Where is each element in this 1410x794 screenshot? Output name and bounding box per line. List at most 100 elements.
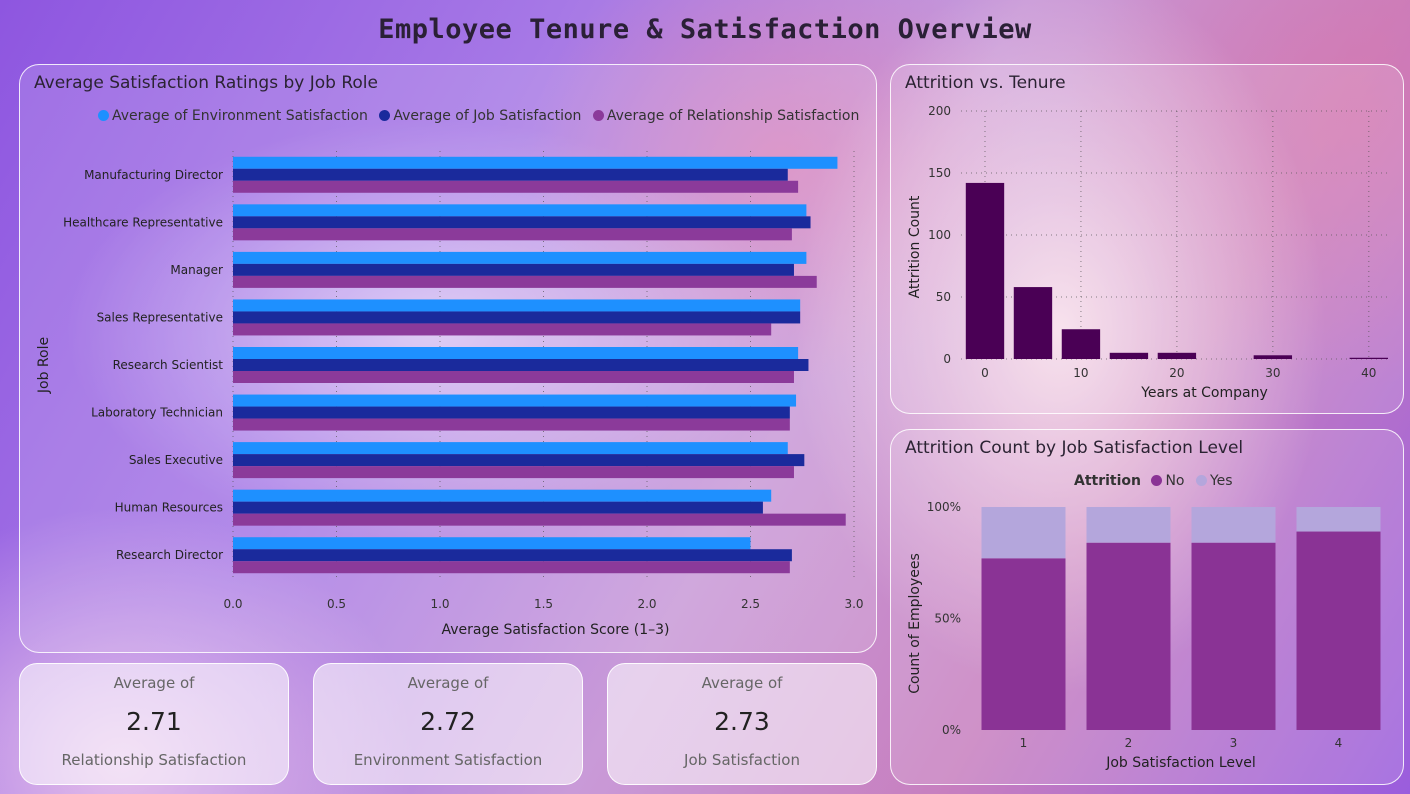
kpi-card-relationship[interactable]: Average of 2.71 Relationship Satisfactio… <box>19 663 289 785</box>
legend-item-relationship[interactable]: Average of Relationship Satisfaction <box>592 108 859 124</box>
bar-environment <box>233 204 807 217</box>
tenure-bar <box>965 182 1005 359</box>
legend-label: No <box>1165 473 1185 489</box>
attrition-by-level-panel[interactable]: Attrition Count by Job Satisfaction Leve… <box>890 429 1404 785</box>
stacked-bar-yes <box>981 507 1066 559</box>
y-tick-label: 200 <box>928 104 951 118</box>
kpi-label: Relationship Satisfaction <box>61 751 247 769</box>
stacked-bar-no <box>1191 542 1276 730</box>
job-role-label: Healthcare Representative <box>63 215 223 229</box>
stacked-bar-yes <box>1191 507 1276 543</box>
tenure-bar <box>1157 352 1197 359</box>
bar-job <box>233 501 763 514</box>
y-tick-label: 0% <box>942 723 961 737</box>
y-tick-label: 50% <box>934 612 961 626</box>
bar-environment <box>233 299 801 312</box>
x-tick-label: 3.0 <box>844 597 863 611</box>
bar-job <box>233 454 805 467</box>
kpi-caption: Average of <box>113 674 195 692</box>
legend-dot-icon <box>98 110 109 121</box>
bar-environment <box>233 442 788 455</box>
bar-job <box>233 311 801 324</box>
x-tick-label: 0.5 <box>327 597 346 611</box>
bar-relationship <box>233 561 790 574</box>
kpi-value: 2.73 <box>714 707 770 736</box>
legend-label: Average of Job Satisfaction <box>393 108 582 124</box>
job-role-label: Research Director <box>116 548 223 562</box>
legend-item-job[interactable]: Average of Job Satisfaction <box>379 108 581 124</box>
tenure-bar <box>1253 355 1293 359</box>
y-tick-label: 0 <box>943 352 951 366</box>
legend-item-environment[interactable]: Average of Environment Satisfaction <box>98 108 368 124</box>
y-tick-label: 100 <box>928 228 951 242</box>
attrition-level-stacked-chart[interactable]: 0% 50% 100% 1 2 3 4 Job Satisfaction Level Count… <box>891 430 1403 784</box>
legend-dot-icon <box>379 110 391 121</box>
bar-job <box>233 168 788 181</box>
x-tick-label: 4 <box>1335 736 1343 750</box>
bar-job <box>233 549 792 562</box>
legend-item-no[interactable]: No <box>1151 473 1185 489</box>
legend-item-yes[interactable]: Yes <box>1195 473 1233 489</box>
x-tick-label: 20 <box>1169 366 1184 380</box>
attrition-vs-tenure-panel[interactable]: Attrition vs. Tenure 0 50 100 150 200 0 10 20 30… <box>890 64 1404 414</box>
y-tick-label: 150 <box>928 166 951 180</box>
stacked-bar-no <box>1296 531 1381 730</box>
kpi-label: Environment Satisfaction <box>353 751 543 769</box>
kpi-caption: Average of <box>701 674 783 692</box>
x-tick-label: 1.5 <box>534 597 553 611</box>
x-axis-title: Years at Company <box>1140 385 1268 401</box>
bar-relationship <box>233 371 794 383</box>
x-tick-label: 0 <box>981 366 989 380</box>
stacked-bar-no <box>1086 542 1171 730</box>
y-axis-title: Job Role <box>36 337 52 394</box>
page-title: Employee Tenure & Satisfaction Overview <box>378 14 1032 45</box>
job-role-label: Sales Representative <box>97 310 223 324</box>
job-role-label: Sales Executive <box>129 453 223 467</box>
satisfaction-legend[interactable]: Average of Environment Satisfaction Aver… <box>98 108 866 124</box>
bar-environment <box>233 537 751 550</box>
legend-label: Average of Environment Satisfaction <box>112 108 368 124</box>
bar-job <box>233 406 790 419</box>
bar-relationship <box>233 513 846 526</box>
x-tick-label: 2 <box>1125 736 1133 750</box>
x-tick-label: 0.0 <box>223 597 242 611</box>
y-axis-title: Count of Employees <box>907 553 923 694</box>
kpi-card-job[interactable]: Average of 2.73 Job Satisfaction <box>607 663 877 785</box>
attrition-legend[interactable]: Attrition No Yes <box>1074 473 1240 489</box>
bar-relationship <box>233 466 794 479</box>
tenure-chart-title: Attrition vs. Tenure <box>905 73 1066 93</box>
bar-job <box>233 216 811 229</box>
attrition-legend-title: Attrition <box>1074 473 1141 489</box>
stacked-bar-no <box>981 558 1066 730</box>
bar-environment <box>233 394 797 407</box>
x-axis-title: Job Satisfaction Level <box>1105 755 1256 771</box>
kpi-label: Job Satisfaction <box>684 751 800 769</box>
legend-dot-icon <box>592 110 604 121</box>
tenure-bar <box>1109 352 1149 359</box>
legend-dot-icon <box>1151 475 1163 486</box>
satisfaction-bar-chart[interactable]: 0.0 0.5 1.0 1.5 2.0 2.5 3.0 Manufacturing Direc… <box>20 65 876 652</box>
x-tick-label: 10 <box>1073 366 1088 380</box>
x-tick-label: 1.0 <box>430 597 449 611</box>
x-tick-label: 1 <box>1020 736 1028 750</box>
level-chart-title: Attrition Count by Job Satisfaction Leve… <box>905 438 1244 458</box>
job-role-label: Laboratory Technician <box>91 406 223 420</box>
kpi-value: 2.71 <box>126 707 182 736</box>
kpi-caption: Average of <box>407 674 489 692</box>
job-role-label: Human Resources <box>115 501 223 515</box>
tenure-bar <box>1013 287 1053 359</box>
stacked-bar-yes <box>1086 507 1171 543</box>
x-tick-label: 40 <box>1361 366 1376 380</box>
stacked-bar-yes <box>1296 507 1381 532</box>
x-tick-label: 3 <box>1230 736 1238 750</box>
job-role-label: Research Scientist <box>113 358 224 372</box>
y-tick-label: 100% <box>927 500 961 514</box>
satisfaction-by-role-panel[interactable]: Average Satisfaction Ratings by Job Role… <box>19 64 877 653</box>
kpi-card-environment[interactable]: Average of 2.72 Environment Satisfaction <box>313 663 583 785</box>
y-axis-title: Attrition Count <box>907 195 923 298</box>
satisfaction-chart-title: Average Satisfaction Ratings by Job Role <box>34 73 378 93</box>
bar-job <box>233 263 794 276</box>
job-role-label: Manufacturing Director <box>84 168 223 182</box>
bar-job <box>233 359 809 371</box>
